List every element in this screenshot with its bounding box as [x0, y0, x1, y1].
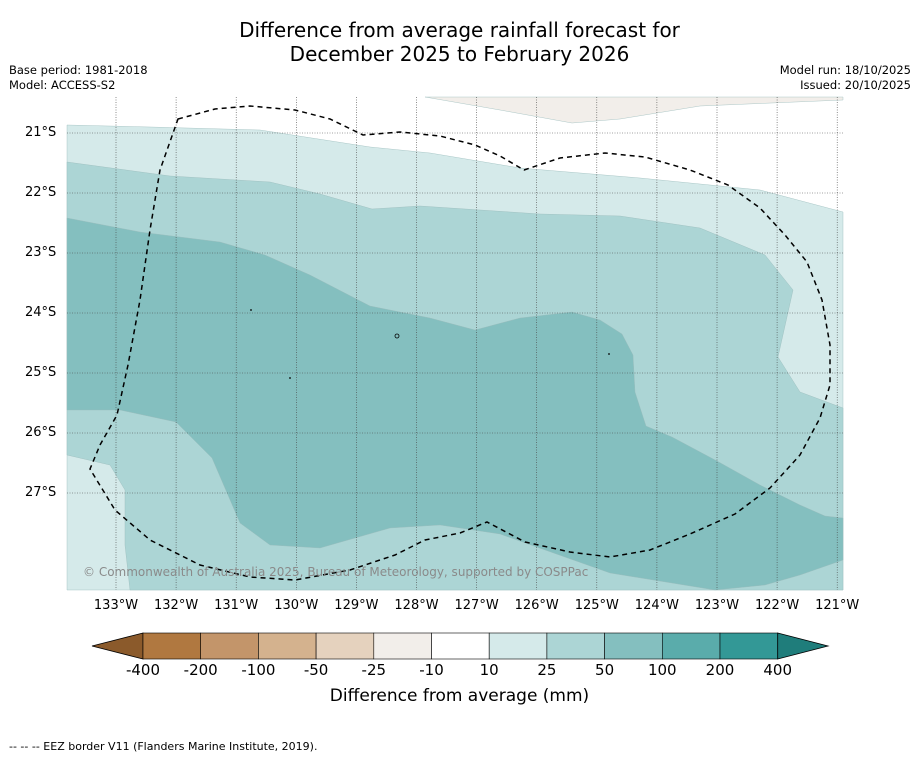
- colorbar-tick-label: 400: [763, 661, 792, 679]
- latitude-label: 26°S: [25, 425, 57, 440]
- base-period: Base period: 1981-2018: [9, 63, 148, 77]
- colorbar-segment: [142, 632, 202, 660]
- longitude-label: 127°W: [454, 598, 499, 613]
- colorbar-tick-label: -10: [419, 661, 444, 679]
- latitude-label: 25°S: [25, 365, 57, 380]
- colorbar-segment: [431, 632, 490, 660]
- longitude-label: 133°W: [93, 598, 139, 613]
- longitude-label: 129°W: [334, 598, 379, 613]
- model-name: Model: ACCESS-S2: [9, 78, 116, 92]
- colorbar-tick-label: -25: [361, 661, 387, 679]
- island-marker: [394, 333, 400, 339]
- meta-right: Model run: 18/10/2025 Issued: 20/10/2025: [780, 63, 911, 93]
- colorbar-segment: [200, 632, 259, 660]
- longitude-label: 122°W: [755, 598, 800, 613]
- eez-border: [89, 105, 831, 581]
- graticule: [67, 97, 843, 590]
- colorbar-extend-low: [91, 632, 144, 660]
- colorbar-segment: [719, 632, 779, 660]
- colorbar-segment: [315, 632, 375, 660]
- copyright-notice: © Commonwealth of Australia 2025, Bureau…: [83, 565, 589, 579]
- eez-legend-footnote: -- -- -- EEZ border V11 (Flanders Marine…: [9, 740, 318, 753]
- longitude-label: 128°W: [394, 598, 439, 613]
- colorbar-tick-label: 100: [647, 661, 677, 679]
- longitude-label: 130°W: [274, 598, 319, 613]
- meta-left: Base period: 1981-2018 Model: ACCESS-S2: [9, 63, 148, 93]
- island-marker: [289, 377, 291, 379]
- colorbar-tick-label: -100: [241, 661, 276, 679]
- colorbar-tick-label: -200: [183, 661, 218, 679]
- colorbar-segment: [488, 632, 548, 660]
- band-minus-10: [424, 96, 844, 124]
- colorbar-tick-label: 200: [705, 661, 735, 679]
- band-100: [66, 217, 844, 591]
- longitude-label: 131°W: [214, 598, 259, 613]
- longitude-label: 123°W: [694, 598, 740, 613]
- longitude-label: 121°W: [815, 598, 860, 613]
- issued-date: Issued: 20/10/2025: [800, 78, 911, 92]
- colorbar: [91, 632, 830, 660]
- longitude-label: 132°W: [154, 598, 199, 613]
- latitude-label: 23°S: [25, 245, 57, 260]
- colorbar-tick-label: -50: [303, 661, 329, 679]
- colorbar-segment: [258, 632, 317, 660]
- colorbar-segment: [373, 632, 432, 660]
- longitude-label: 126°W: [514, 598, 559, 613]
- latitude-label: 22°S: [25, 185, 57, 200]
- colorbar-extend-high: [777, 632, 830, 660]
- colorbar-segment: [604, 632, 663, 660]
- island-marker: [608, 353, 610, 355]
- colorbar-tick-label: 10: [479, 661, 499, 679]
- colorbar-tick-label: 50: [595, 661, 615, 679]
- title-line-2: December 2025 to February 2026: [289, 42, 630, 66]
- latitude-label: 24°S: [25, 305, 57, 320]
- colorbar-segment: [661, 632, 721, 660]
- longitude-label: 124°W: [634, 598, 679, 613]
- longitude-label: 125°W: [574, 598, 619, 613]
- chart-title: Difference from average rainfall forecas…: [0, 18, 919, 66]
- model-run: Model run: 18/10/2025: [779, 63, 911, 77]
- colorbar-tick-label: -400: [125, 661, 161, 679]
- latitude-label: 21°S: [25, 125, 57, 140]
- latitude-label: 27°S: [25, 485, 57, 500]
- title-line-1: Difference from average rainfall forecas…: [239, 18, 680, 42]
- island-marker: [250, 309, 252, 311]
- colorbar-segment: [546, 632, 605, 660]
- colorbar-label: Difference from average (mm): [329, 686, 590, 706]
- colorbar-tick-label: 25: [537, 661, 557, 679]
